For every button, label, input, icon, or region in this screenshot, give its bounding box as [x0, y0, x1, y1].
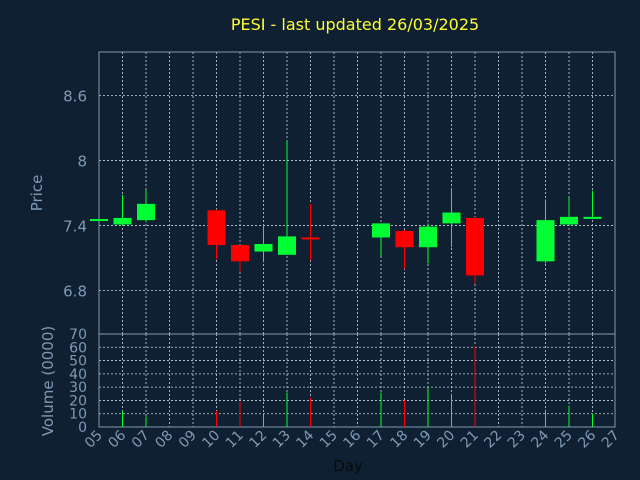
price-axis-label: Price — [28, 175, 46, 212]
candle-07 — [137, 189, 155, 223]
volume-panel-frame — [98, 333, 616, 428]
candle-body — [560, 216, 578, 225]
candle-body — [90, 219, 108, 222]
candle-body — [301, 237, 320, 240]
candle-06 — [113, 195, 132, 226]
volume-tick-label: 20 — [69, 393, 87, 409]
candle-14 — [301, 203, 320, 261]
candle-body — [113, 217, 132, 225]
price-axis-ticks: 6.8 7.4 8 8.6 — [63, 87, 87, 300]
candle-13 — [278, 140, 296, 255]
candle-body — [137, 203, 155, 221]
price-tick-label: 8.6 — [63, 87, 87, 105]
candle-body — [419, 226, 437, 248]
candle-21 — [466, 216, 484, 285]
candle-26 — [583, 190, 602, 220]
candle-body — [207, 210, 226, 246]
candle-19 — [419, 223, 437, 264]
candle-body — [254, 243, 273, 252]
price-tick-label: 8 — [77, 152, 87, 170]
candle-body — [372, 223, 390, 238]
candle-body — [466, 217, 484, 276]
candle-20 — [442, 187, 461, 248]
volume-tick-label: 10 — [69, 407, 87, 423]
volume-tick-label: 60 — [69, 340, 87, 356]
price-tick-label: 6.8 — [63, 283, 87, 301]
candle-11 — [231, 245, 249, 273]
candle-body — [395, 230, 414, 248]
volume-tick-label: 0 — [78, 420, 87, 436]
price-tick-label: 7.4 — [63, 218, 87, 236]
volume-tick-label: 40 — [69, 367, 87, 383]
x-axis-label: Day — [333, 457, 363, 475]
candle-12 — [254, 224, 273, 263]
volume-axis-label: Volume (0000) — [39, 326, 57, 436]
candle-body — [536, 220, 555, 262]
candle-24 — [536, 199, 555, 264]
chart-title: PESI - last updated 26/03/2025 — [231, 15, 479, 34]
candle-25 — [560, 197, 578, 226]
candle-17 — [372, 223, 390, 256]
volume-tick-label: 50 — [69, 354, 87, 370]
volume-tick-label: 70 — [69, 327, 87, 343]
x-axis-ticks: 05 06 07 08 09 10 11 12 13 14 15 16 17 18 19 20 21 22 23 24… — [82, 427, 623, 451]
candle-10 — [207, 209, 226, 260]
candle-body — [278, 236, 296, 255]
candle-body — [231, 245, 249, 262]
candle-body — [583, 216, 602, 219]
candle-body — [442, 212, 461, 224]
candles — [90, 140, 602, 285]
volume-bars — [122, 345, 593, 427]
volume-tick-label: 30 — [69, 380, 87, 396]
candle-05 — [90, 219, 108, 222]
candle-18 — [395, 229, 414, 269]
